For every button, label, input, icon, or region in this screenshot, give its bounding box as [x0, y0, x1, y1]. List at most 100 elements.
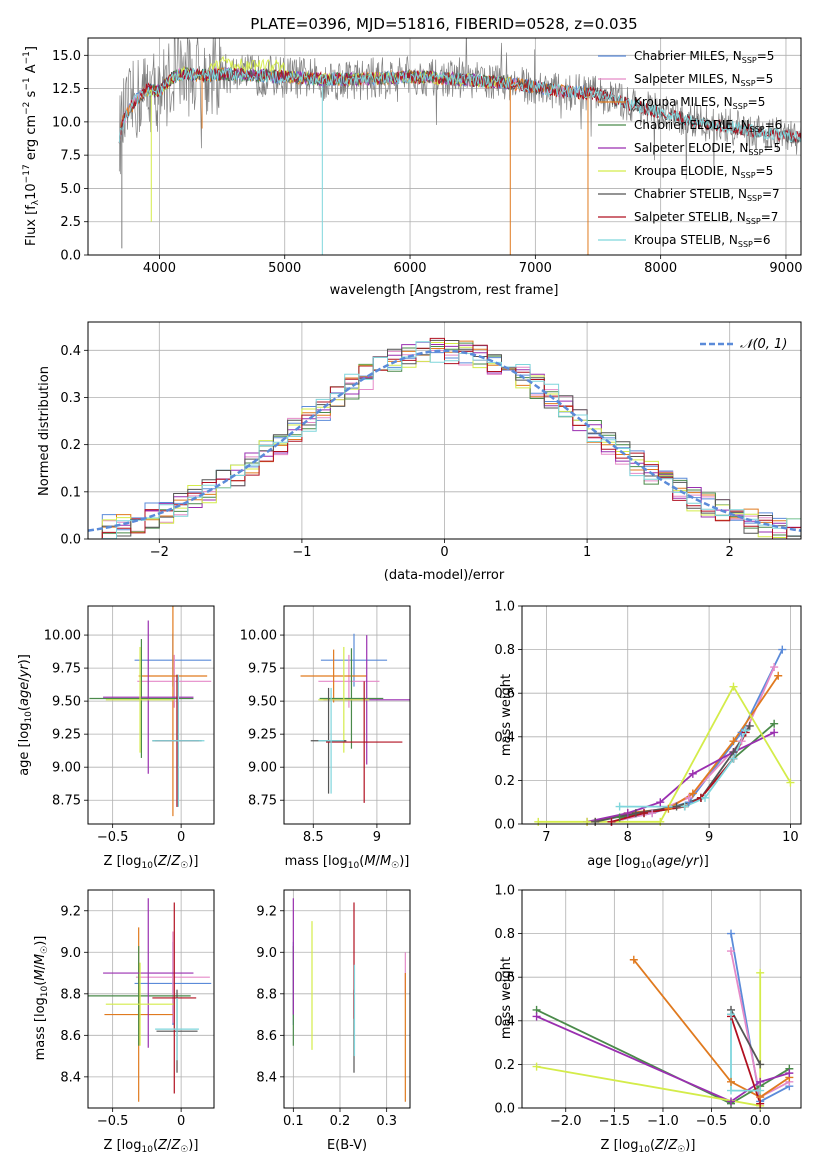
- weight-z-point: [727, 1086, 736, 1095]
- legend-label: Salpeter STELIB, NSSP=7: [634, 210, 778, 226]
- legend-sub: SSP: [750, 125, 765, 134]
- mass-ebv-xtick-label: 0.2: [330, 1114, 351, 1129]
- histogram-xtick-label: 1: [583, 545, 591, 560]
- mass-ebv-ytick-label: 9.0: [256, 946, 277, 961]
- spectrum-model-line: [118, 66, 801, 144]
- spectrum-ytick-label: 2.5: [60, 215, 81, 230]
- age-mass-xtick-label: 8.5: [303, 830, 324, 845]
- weight-z-point: [532, 1062, 541, 1071]
- legend-label: Chabrier STELIB, NSSP=7: [634, 187, 780, 203]
- weight-z-point: [727, 947, 736, 956]
- legend-label: Kroupa STELIB, NSSP=6: [634, 233, 771, 249]
- age-mass-panel: 8.5 9 8.75 9.00 9.25 9.50 9.75 10.00 mass [log1…: [240, 605, 411, 871]
- legend-model: Kroupa MILES, N: [634, 95, 733, 109]
- age-mass-frame: [283, 605, 411, 825]
- weight-age-point: [640, 809, 649, 818]
- spectrum-ytick-label: 12.5: [52, 82, 81, 97]
- weight-age-xtick-label: 9: [705, 830, 713, 845]
- legend-count: =6: [753, 233, 771, 247]
- mass-ebv-ytick-label: 9.2: [256, 904, 277, 919]
- weight-age-point: [741, 726, 750, 735]
- weight-age-point: [786, 778, 795, 787]
- weight-age-point: [778, 645, 787, 654]
- figure-title: PLATE=0396, MJD=51816, FIBERID=0528, z=0…: [250, 15, 637, 33]
- mass-z-xtick-label: 0: [177, 1114, 185, 1129]
- age-mass-ytick-label: 10.00: [240, 629, 277, 644]
- histogram-ylabel: Normed distribution: [37, 366, 52, 496]
- weight-z-series-line: [536, 972, 762, 1107]
- mass-z-ytick-label: 8.6: [60, 1029, 81, 1044]
- weight-age-point: [656, 798, 665, 807]
- weight-z-xtick-label: −2.0: [550, 1114, 582, 1129]
- weight-z-ytick-label: 0.2: [494, 1058, 515, 1073]
- spectrum-data-line: [118, 38, 801, 180]
- histogram-ytick-label: 0.0: [60, 533, 81, 548]
- histogram-marks: [88, 337, 801, 539]
- age-z-marks: [89, 606, 212, 817]
- legend-model: Chabrier ELODIE, N: [634, 118, 750, 132]
- weight-age-xtick-label: 10: [782, 830, 799, 845]
- weight-age-series-line: [538, 684, 792, 823]
- weight-z-xtick-label: 0.0: [750, 1114, 771, 1129]
- spectrum-ylabel: Flux [fλ10−17 erg cm−2 s−1 A−1]: [22, 46, 41, 246]
- age-z-xlabel: Z [log10(Z/Z☉)]: [104, 854, 199, 871]
- weight-z-ytick-label: 0.8: [494, 927, 515, 942]
- weight-age-point: [729, 737, 738, 746]
- legend-sub: SSP: [738, 240, 753, 249]
- weight-age-point: [729, 682, 738, 691]
- weight-z-xlabel: Z [log10(Z/Z☉)]: [601, 1138, 696, 1155]
- mass-z-xtick-label: −0.5: [97, 1114, 129, 1129]
- weight-age-point: [770, 728, 779, 737]
- normal-curve: [88, 349, 801, 532]
- weight-age-ytick-label: 0.6: [494, 687, 515, 702]
- weight-z-ytick-label: 0.4: [494, 1014, 515, 1029]
- weight-z-ylabel: mass weight: [499, 957, 514, 1039]
- histogram-ytick-label: 0.4: [60, 344, 81, 359]
- spectrum-ytick-label: 15.0: [52, 49, 81, 64]
- mass-z-xlabel: Z [log10(Z/Z☉)]: [104, 1138, 199, 1155]
- spectrum-xtick-label: 4000: [143, 261, 176, 276]
- legend-model: Salpeter MILES, N: [634, 72, 741, 86]
- mass-ebv-ytick-label: 8.6: [256, 1029, 277, 1044]
- age-z-grid: [84, 606, 214, 828]
- mass-z-ytick-label: 8.4: [60, 1070, 81, 1085]
- age-z-ytick-label: 8.75: [52, 794, 81, 809]
- weight-z-series-line: [633, 959, 790, 1099]
- weight-age-point: [770, 663, 779, 672]
- age-mass-ytick-label: 9.00: [248, 761, 277, 776]
- weight-age-point: [701, 793, 710, 802]
- weight-z-plot: −2.0 −1.5 −1.0 −0.5 0.0 0.0 0.2 0.4 0.6 0.8 1.0: [494, 884, 802, 1129]
- weight-age-plot: 7 8 9 10 0.0 0.2 0.4 0.6 0.8 1.0: [494, 600, 802, 845]
- weight-age-point: [664, 804, 673, 813]
- weight-age-series-line: [586, 731, 775, 823]
- mass-ebv-panel: 0.1 0.2 0.3 8.4 8.6 8.8 9.0 9.2 E(B-V): [256, 889, 411, 1153]
- weight-age-ytick-label: 1.0: [494, 600, 515, 615]
- histogram-legend: 𝒩(0, 1): [700, 337, 787, 352]
- weight-age-series-line: [611, 649, 784, 823]
- legend-label: Chabrier MILES, NSSP=5: [634, 49, 774, 65]
- legend-sub: SSP: [748, 148, 763, 157]
- weight-age-marks: [538, 649, 792, 823]
- age-mass-xlabel: mass [log10(M/M☉)]: [285, 854, 410, 871]
- histogram-ytick-label: 0.1: [60, 485, 81, 500]
- age-z-xtick-label: 0: [177, 830, 185, 845]
- legend-count: =5: [756, 164, 774, 178]
- legend-model: Kroupa STELIB, N: [634, 233, 738, 247]
- mass-z-frame: [87, 889, 215, 1109]
- mass-ebv-ytick-label: 8.8: [256, 987, 277, 1002]
- age-z-ytick-label: 9.00: [52, 761, 81, 776]
- weight-z-series-line: [730, 1016, 762, 1104]
- histogram-xtick-label: 2: [726, 545, 734, 560]
- legend-count: =6: [765, 118, 783, 132]
- weight-age-xtick-label: 7: [542, 830, 550, 845]
- age-mass-ytick-label: 8.75: [248, 794, 277, 809]
- age-mass-ytick-label: 9.50: [248, 695, 277, 710]
- weight-age-point: [534, 817, 543, 826]
- weight-age-series-line: [619, 729, 747, 808]
- legend-model: Chabrier STELIB, N: [634, 187, 747, 201]
- weight-age-point: [770, 719, 779, 728]
- legend-model: Kroupa ELODIE, N: [634, 164, 741, 178]
- spectrum-ytick-label: 5.0: [60, 182, 81, 197]
- age-z-ytick-label: 9.75: [52, 662, 81, 677]
- weight-z-point: [532, 1012, 541, 1021]
